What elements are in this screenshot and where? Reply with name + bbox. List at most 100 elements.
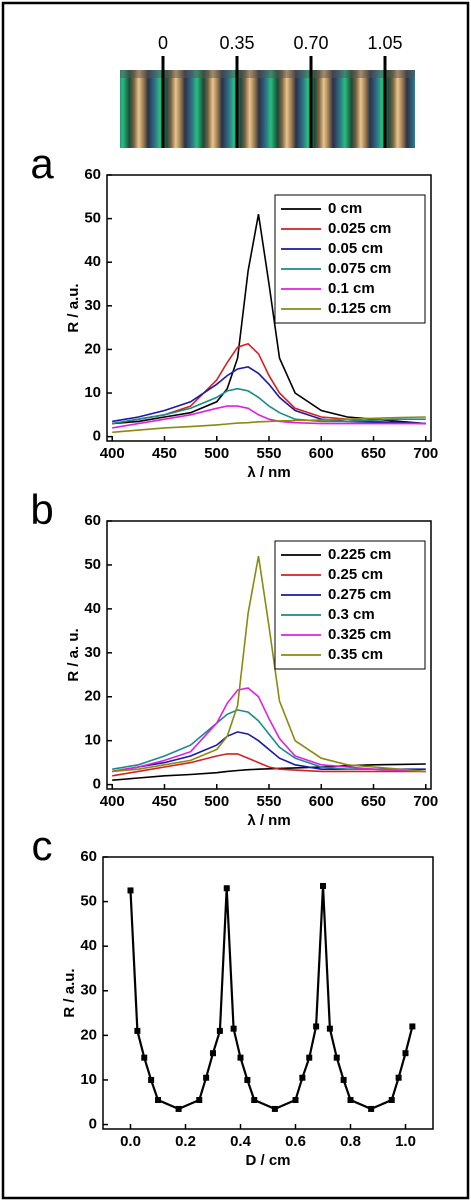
x-tick-label: 500: [204, 793, 229, 810]
y-tick-label: 10: [80, 1071, 97, 1088]
marker: [320, 882, 326, 889]
marker: [237, 1054, 244, 1061]
x-tick-label: 550: [256, 445, 281, 462]
y-tick-label: 50: [84, 210, 101, 227]
legend-label: 0.225 cm: [328, 546, 391, 563]
x-tick-label: 0.0: [120, 1133, 141, 1150]
photo-label: 0.35: [219, 33, 254, 53]
y-axis-label: R / a.u.: [65, 283, 82, 332]
legend-label: 0.3 cm: [328, 606, 375, 623]
photo-label: 0.70: [293, 33, 328, 53]
marker: [306, 1054, 313, 1061]
y-tick-label: 20: [80, 1026, 97, 1043]
marker: [388, 1097, 395, 1104]
panel-label: c: [32, 822, 53, 869]
marker: [409, 1023, 416, 1030]
legend-label: 0.1 cm: [328, 280, 375, 297]
x-tick-label: 400: [100, 445, 125, 462]
photo-label: 1.05: [367, 33, 402, 53]
marker: [271, 1105, 278, 1112]
y-tick-label: 30: [84, 644, 101, 661]
y-tick-label: 60: [84, 166, 101, 183]
x-axis-label: D / cm: [245, 1152, 290, 1169]
legend-label: 0.35 cm: [328, 646, 383, 663]
x-tick-label: 0.8: [340, 1133, 361, 1150]
x-tick-label: 500: [204, 445, 229, 462]
marker: [395, 1074, 402, 1081]
x-tick-label: 550: [256, 793, 281, 810]
series-line: [112, 387, 426, 425]
marker: [196, 1097, 203, 1104]
marker: [326, 1025, 333, 1032]
photo-label: 0: [158, 33, 168, 53]
x-tick-label: 600: [309, 445, 334, 462]
legend-label: 0.075 cm: [328, 260, 391, 277]
photo-strip: [120, 70, 415, 148]
marker: [368, 1105, 375, 1112]
marker: [244, 1076, 251, 1083]
marker: [127, 887, 134, 894]
y-tick-label: 40: [84, 600, 101, 617]
series-line: [112, 416, 426, 434]
x-tick-label: 650: [361, 445, 386, 462]
marker: [333, 1054, 340, 1061]
series-line: [112, 342, 426, 425]
x-tick-label: 450: [152, 445, 177, 462]
x-tick-label: 450: [152, 793, 177, 810]
marker: [203, 1074, 210, 1081]
marker: [155, 1097, 161, 1104]
x-tick-label: 700: [413, 445, 438, 462]
panel-label: b: [30, 486, 53, 533]
y-tick-label: 20: [84, 340, 101, 357]
legend-label: 0.275 cm: [328, 586, 391, 603]
legend-label: 0.125 cm: [328, 300, 391, 317]
y-tick-label: 30: [80, 982, 97, 999]
legend-label: 0.05 cm: [328, 240, 383, 257]
legend-label: 0.325 cm: [328, 626, 391, 643]
x-tick-label: 600: [309, 793, 334, 810]
series-line: [112, 753, 426, 777]
marker: [210, 1050, 216, 1057]
marker: [313, 1023, 320, 1030]
legend-box: [274, 194, 426, 324]
y-tick-label: 10: [84, 732, 101, 749]
y-axis-label: R / a. u.: [65, 628, 82, 681]
marker: [347, 1097, 354, 1104]
series-line: [112, 709, 426, 773]
marker: [223, 885, 230, 892]
y-tick-label: 60: [80, 848, 97, 865]
y-tick-label: 60: [84, 512, 101, 529]
y-tick-label: 20: [84, 688, 101, 705]
plot-frame: [106, 174, 432, 442]
y-tick-label: 40: [80, 937, 97, 954]
x-tick-label: 0.6: [285, 1133, 306, 1150]
y-tick-label: 0: [89, 1116, 97, 1133]
y-tick-label: 0: [93, 776, 101, 793]
y-tick-label: 30: [84, 297, 101, 314]
series-line: [129, 885, 414, 1111]
marker: [299, 1074, 306, 1081]
y-tick-label: 10: [84, 384, 101, 401]
legend-label: 0.25 cm: [328, 566, 383, 583]
photo-edge: [120, 70, 415, 78]
x-tick-label: 400: [100, 793, 125, 810]
panel-label: a: [30, 140, 54, 187]
x-tick-label: 0.4: [230, 1133, 252, 1150]
x-tick-label: 650: [361, 793, 386, 810]
plot-frame: [102, 856, 434, 1130]
series-line: [112, 555, 426, 773]
series-line: [112, 405, 426, 429]
marker: [216, 1027, 223, 1034]
legend-label: 0 cm: [328, 200, 362, 217]
y-tick-label: 0: [93, 428, 101, 445]
marker: [402, 1050, 409, 1057]
series-line: [112, 214, 426, 425]
legend-label: 0.025 cm: [328, 220, 391, 237]
y-tick-label: 50: [84, 556, 101, 573]
marker: [292, 1097, 299, 1104]
photo-markers: [161, 56, 387, 148]
plot-frame: [106, 520, 432, 790]
x-tick-label: 700: [413, 793, 438, 810]
